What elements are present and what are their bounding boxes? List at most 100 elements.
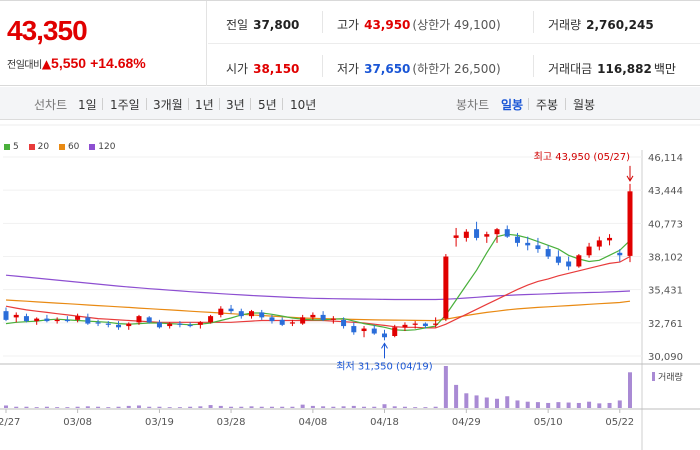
divider (102, 98, 103, 110)
candle-body (617, 252, 623, 256)
candle-body (238, 311, 244, 317)
candle-body (34, 318, 40, 322)
volume-bar (249, 406, 254, 408)
legend-ma20-label: 20 (37, 142, 50, 152)
candle-body (443, 256, 449, 319)
high-arrow-icon (626, 175, 634, 182)
price-change-line: 전일대비▲5,550 +14.68% (7, 53, 146, 72)
x-tick-label: 02/27 (0, 417, 20, 428)
tab-1week[interactable]: 1주일 (110, 98, 140, 112)
volume-bar (96, 406, 101, 408)
tab-3month[interactable]: 3개월 (153, 98, 183, 112)
low-value: 37,650 (364, 62, 411, 76)
low-label: 저가 (337, 62, 360, 76)
volume-stat: 거래량 2,760,245 (548, 16, 654, 33)
divider (533, 55, 534, 77)
candle-body (576, 255, 582, 267)
upper-limit: (상한가 49,100) (412, 18, 501, 32)
volume-bar (628, 372, 632, 408)
tab-1day[interactable]: 1일 (78, 98, 97, 112)
tab-monthly-candle[interactable]: 월봉 (573, 98, 596, 112)
volume-bar (24, 406, 29, 408)
volume-value: 2,760,245 (586, 18, 654, 32)
legend-ma60: 60 (58, 142, 79, 152)
volume-bar (198, 406, 203, 408)
volume-bar (372, 406, 377, 408)
volume-bar (617, 400, 622, 408)
legend-ma120: 120 (89, 142, 115, 152)
candle-body (514, 236, 520, 243)
volume-swatch (652, 372, 655, 381)
candle-body (494, 229, 500, 235)
y-tick-label: 30,090 (648, 352, 683, 363)
open-value: 38,150 (253, 62, 300, 76)
ma-legend: 5 20 60 120 (4, 142, 122, 152)
volume-bar (229, 406, 234, 408)
volume-bar (535, 402, 540, 408)
tab-3year[interactable]: 3년 (226, 98, 245, 112)
legend-ma20: 20 (28, 142, 50, 152)
volume-bar (576, 402, 581, 408)
candle-body (156, 322, 162, 328)
open-label: 시가 (226, 62, 249, 76)
lower-limit: (하한가 26,500) (412, 62, 501, 76)
trade-value-label: 거래대금 (548, 62, 593, 76)
candle-body (320, 314, 326, 320)
volume-bar (556, 402, 561, 408)
volume-bar (495, 398, 500, 408)
volume-bar (167, 407, 172, 408)
chart-period-tabbar: 선차트 1일 1주일 3개월 1년 3년 5년 10년 봉차트 일봉 주봉 월봉 (0, 87, 700, 120)
candle-body (105, 323, 111, 325)
candle-body (85, 317, 91, 324)
volume-label: 거래량 (548, 18, 582, 32)
up-arrow-icon: ▲ (41, 57, 52, 71)
candle-body (300, 317, 306, 324)
candle-body (218, 308, 224, 315)
y-tick-label: 46,114 (648, 153, 683, 164)
ma60-line (5, 299, 631, 322)
volume-bar (546, 402, 551, 408)
low-stat: 저가 37,650 (하한가 26,500) (337, 60, 501, 77)
candle-body (187, 324, 193, 327)
candle-body (412, 323, 418, 325)
prev-close-stat: 전일 37,800 (226, 16, 299, 33)
divider (322, 55, 323, 77)
tab-5year[interactable]: 5년 (258, 98, 277, 112)
x-tick-label: 03/28 (217, 417, 246, 428)
candle-body (422, 323, 428, 327)
legend-swatch (28, 143, 35, 150)
volume-bar (259, 406, 264, 408)
line-chart-label: 선차트 (34, 98, 68, 112)
volume-bar (269, 406, 274, 408)
candle-body (116, 324, 122, 328)
open-stat: 시가 38,150 (226, 60, 299, 77)
volume-bar (382, 404, 387, 408)
volume-bar (208, 405, 213, 408)
ma20-line (5, 255, 631, 329)
tab-weekly-candle[interactable]: 주봉 (536, 98, 559, 112)
legend-swatch (4, 143, 10, 150)
volume-bar (402, 406, 407, 408)
candle-body (136, 316, 142, 323)
volume-bar (300, 404, 305, 408)
candle-body (146, 317, 152, 323)
volume-bar (218, 405, 223, 408)
candle-body (361, 328, 367, 332)
candle-body (463, 231, 469, 238)
volume-bar (147, 406, 152, 408)
candle-body (177, 323, 183, 325)
change-percent: +14.68% (90, 55, 146, 71)
volume-bar (310, 405, 315, 408)
volume-bar (464, 393, 469, 408)
candle-body (341, 319, 347, 327)
tab-daily-candle[interactable]: 일봉 (501, 98, 524, 112)
tab-1year[interactable]: 1년 (195, 98, 214, 112)
tab-10year[interactable]: 10년 (290, 98, 317, 112)
volume-bar (331, 406, 336, 408)
volume-bar (4, 405, 8, 408)
volume-bar (136, 405, 141, 408)
divider (322, 11, 323, 33)
candle-body (54, 319, 60, 322)
ma120-line (5, 274, 631, 301)
volume-bar (177, 407, 182, 408)
